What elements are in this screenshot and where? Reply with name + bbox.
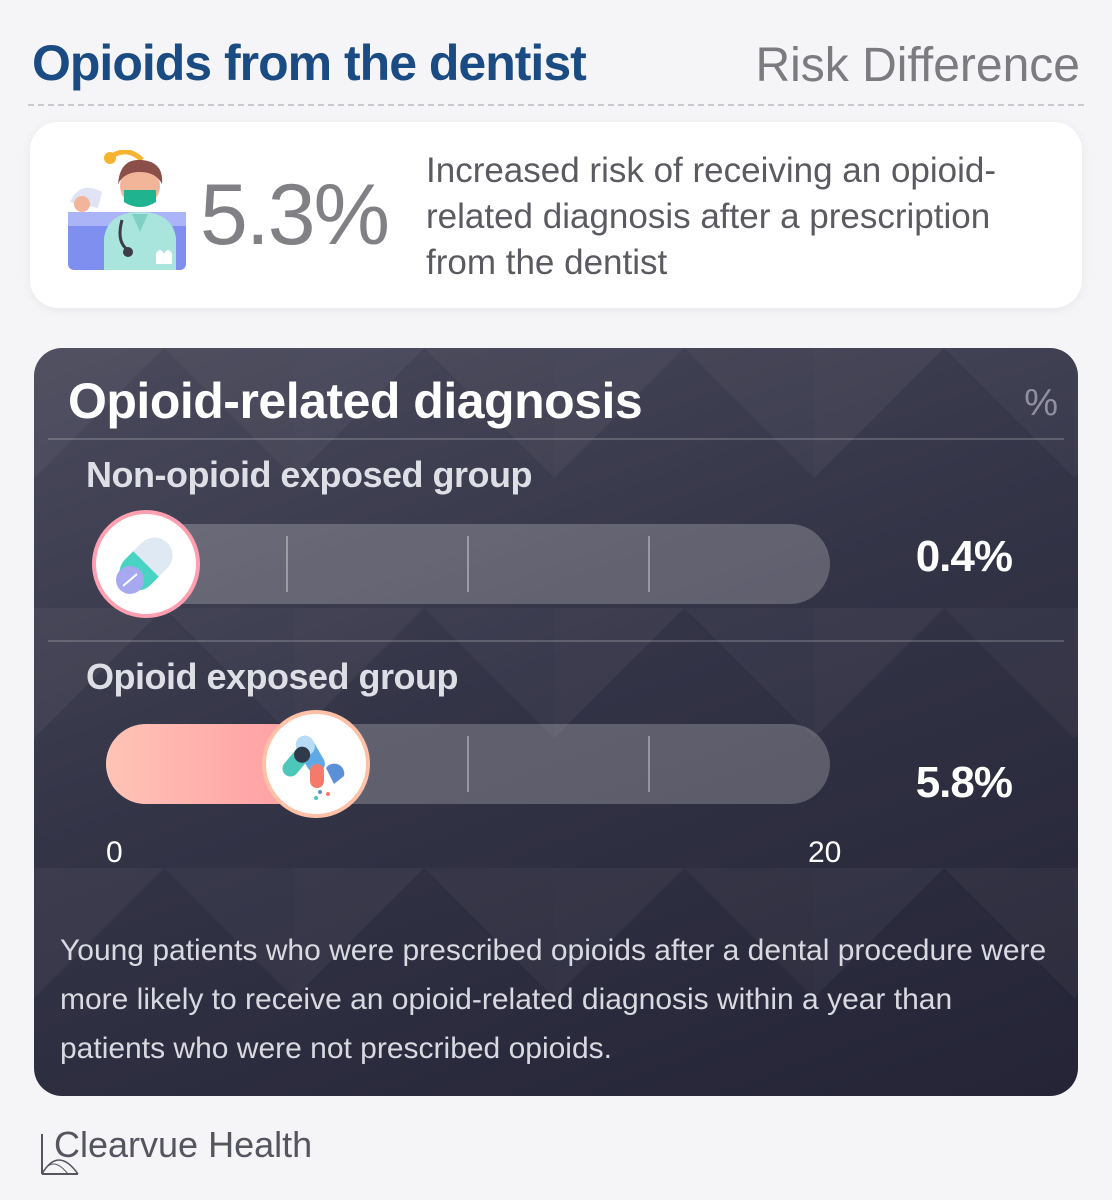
page-title: Opioids from the dentist [32, 35, 587, 91]
value-label-opioid: 5.8% [915, 758, 1013, 807]
series-label-non-opioid: Non-opioid exposed group [86, 454, 532, 495]
brand-name: Clearvue Health [54, 1124, 313, 1165]
bar-track-opioid [106, 710, 830, 818]
axis-max-label: 20 [808, 836, 842, 869]
pills-icon [261, 710, 370, 818]
summary-card: 5.3% Increased risk of receiving an opio… [30, 122, 1082, 308]
risk-difference-value: 5.3% [200, 167, 390, 263]
axis-min-label: 0 [106, 836, 123, 869]
risk-description: Increased risk of receiving an opioid-re… [426, 151, 997, 282]
header: Opioids from the dentist Risk Difference [28, 28, 1084, 106]
bar-track-non-opioid [92, 510, 830, 618]
divider [48, 438, 1064, 440]
chart-note: Young patients who were prescribed opioi… [60, 934, 1047, 1065]
chart-title: Opioid-related diagnosis [68, 373, 643, 429]
dentist-icon [68, 150, 186, 270]
pill-icon [92, 510, 200, 618]
brand-logo-icon [41, 1134, 79, 1175]
unit-label: % [1024, 382, 1058, 424]
page-subtitle: Risk Difference [755, 39, 1080, 92]
series-label-opioid: Opioid exposed group [86, 656, 459, 697]
chart-card: Opioid-related diagnosis % Non-opioid ex… [34, 348, 1078, 1096]
value-label-non-opioid: 0.4% [915, 532, 1013, 581]
divider [48, 640, 1064, 642]
